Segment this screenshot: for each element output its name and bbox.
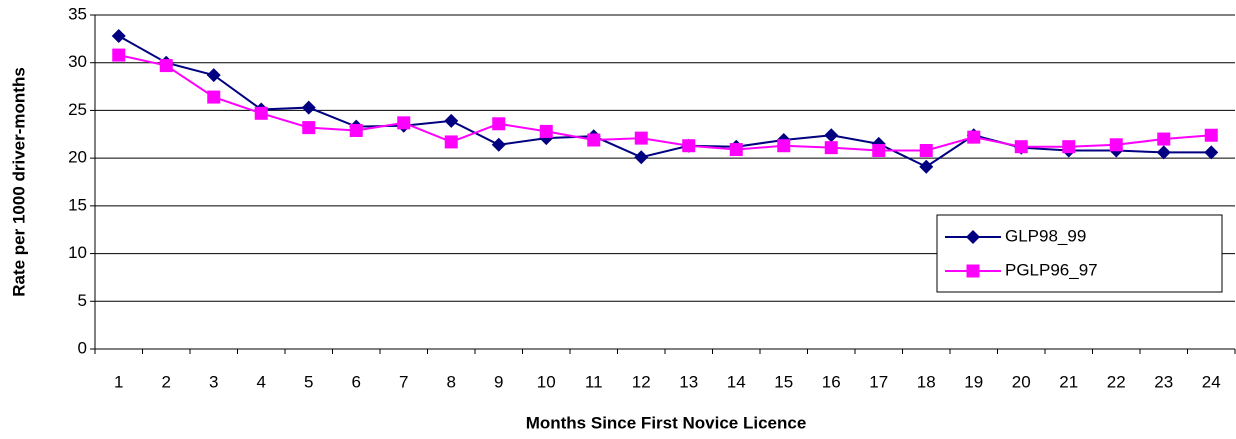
marker bbox=[349, 123, 363, 137]
x-tick-label: 18 bbox=[917, 372, 936, 391]
x-tick-label: 17 bbox=[869, 372, 888, 391]
y-tick-label: 15 bbox=[68, 195, 87, 214]
x-tick-label: 7 bbox=[399, 372, 408, 391]
x-tick-label: 21 bbox=[1059, 372, 1078, 391]
marker bbox=[112, 48, 126, 62]
x-tick-label: 14 bbox=[727, 372, 746, 391]
marker bbox=[254, 106, 268, 120]
x-tick-label: 5 bbox=[304, 372, 313, 391]
x-tick-label: 16 bbox=[822, 372, 841, 391]
x-tick-label: 23 bbox=[1154, 372, 1173, 391]
legend-label: GLP98_99 bbox=[1005, 226, 1086, 245]
marker bbox=[491, 137, 506, 152]
marker bbox=[1014, 140, 1028, 154]
marker bbox=[729, 143, 743, 157]
marker bbox=[301, 100, 316, 115]
marker bbox=[539, 124, 553, 138]
x-tick-label: 1 bbox=[114, 372, 123, 391]
marker bbox=[444, 113, 459, 128]
y-tick-label: 20 bbox=[68, 148, 87, 167]
marker bbox=[777, 139, 791, 153]
marker bbox=[919, 144, 933, 158]
marker bbox=[1062, 140, 1076, 154]
legend-label: PGLP96_97 bbox=[1005, 260, 1098, 279]
marker bbox=[824, 128, 839, 143]
x-tick-label: 10 bbox=[537, 372, 556, 391]
x-tick-label: 20 bbox=[1012, 372, 1031, 391]
series-line bbox=[118, 54, 1212, 152]
series-line bbox=[118, 35, 1212, 168]
marker bbox=[919, 159, 934, 174]
y-tick-label: 30 bbox=[68, 52, 87, 71]
x-tick-label: 9 bbox=[494, 372, 503, 391]
marker bbox=[966, 264, 980, 278]
marker bbox=[966, 230, 980, 244]
x-tick-label: 3 bbox=[209, 372, 218, 391]
x-tick-label: 19 bbox=[964, 372, 983, 391]
legend: GLP98_99 PGLP96_97 bbox=[936, 214, 1223, 293]
x-tick-label: 6 bbox=[352, 372, 361, 391]
marker bbox=[111, 28, 126, 43]
marker bbox=[1157, 132, 1171, 146]
legend-box bbox=[936, 214, 1223, 293]
x-tick-label: 22 bbox=[1107, 372, 1126, 391]
marker bbox=[397, 116, 411, 130]
marker bbox=[824, 141, 838, 155]
marker bbox=[634, 131, 648, 145]
x-tick-label: 8 bbox=[447, 372, 456, 391]
marker bbox=[587, 133, 601, 147]
y-tick-label: 10 bbox=[68, 243, 87, 262]
x-tick-label: 15 bbox=[774, 372, 793, 391]
marker bbox=[1204, 128, 1218, 142]
marker bbox=[492, 117, 506, 131]
y-tick-label: 35 bbox=[68, 4, 87, 23]
x-tick-label: 2 bbox=[162, 372, 171, 391]
marker bbox=[206, 68, 221, 83]
marker bbox=[159, 59, 173, 73]
y-tick-label: 0 bbox=[78, 338, 87, 357]
y-axis-label: Rate per 1000 driver-months bbox=[9, 67, 28, 297]
marker bbox=[634, 150, 649, 165]
y-tick-label: 25 bbox=[68, 100, 87, 119]
marker bbox=[682, 139, 696, 153]
marker bbox=[444, 135, 458, 149]
x-tick-label: 11 bbox=[585, 372, 603, 391]
marker bbox=[872, 144, 886, 158]
marker bbox=[1156, 145, 1171, 160]
x-axis-label: Months Since First Novice Licence bbox=[526, 413, 807, 432]
x-tick-label: 13 bbox=[679, 372, 698, 391]
x-tick-label: 4 bbox=[257, 372, 266, 391]
marker bbox=[1109, 138, 1123, 152]
x-tick-label: 24 bbox=[1202, 372, 1221, 391]
marker bbox=[967, 130, 981, 144]
marker bbox=[302, 121, 316, 135]
x-tick-label: 12 bbox=[632, 372, 651, 391]
marker bbox=[1204, 145, 1219, 160]
y-tick-label: 5 bbox=[78, 291, 87, 310]
marker bbox=[207, 90, 221, 104]
